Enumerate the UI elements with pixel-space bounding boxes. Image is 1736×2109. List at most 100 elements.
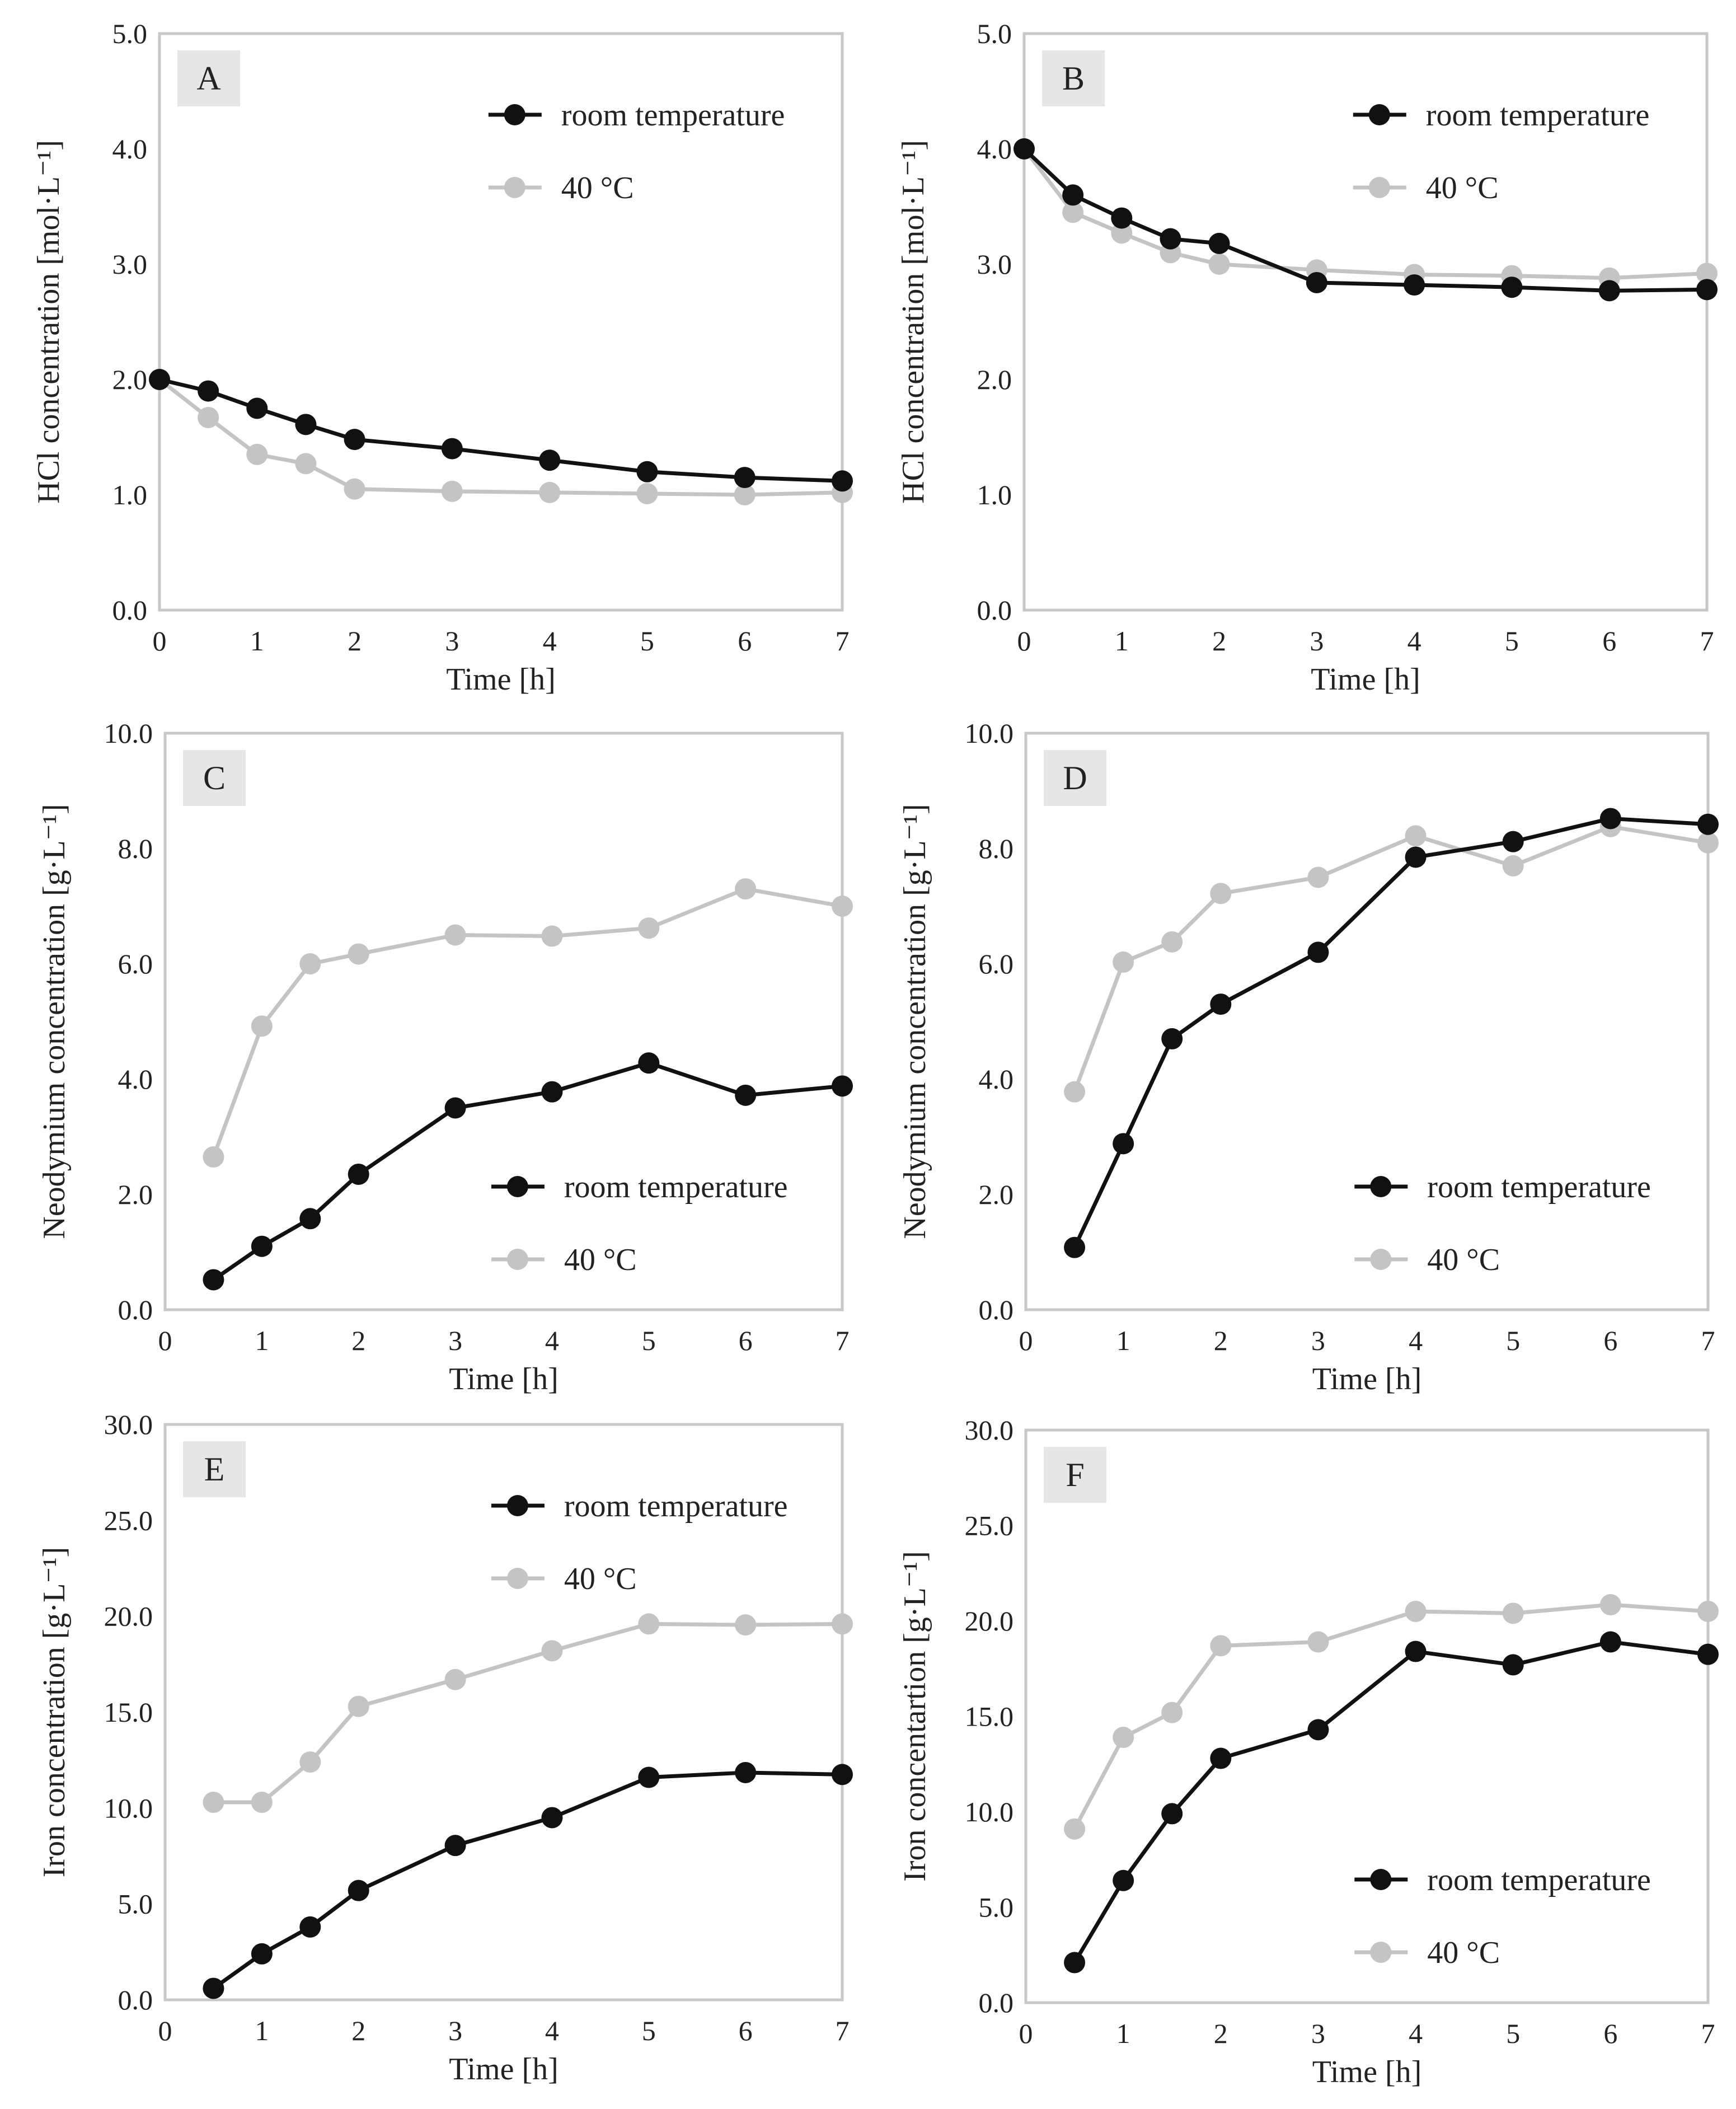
series-room-temperature (1064, 1631, 1719, 1974)
x-tick-label: 7 (1701, 1325, 1715, 1356)
data-point (735, 1761, 757, 1783)
y-tick-label: 4.0 (979, 1063, 1014, 1095)
data-point (1405, 846, 1427, 868)
series-line (159, 377, 843, 483)
data-point (1062, 201, 1084, 223)
x-tick-label: 2 (1212, 625, 1226, 657)
y-tick-label: 10.0 (104, 1792, 153, 1824)
x-tick-label: 0 (1019, 2018, 1033, 2049)
data-point (1697, 1600, 1719, 1622)
panel-d: 0.0 2.0 4.0 6.0 8.0 10.0 0 1 2 3 4 5 6 7 Time [h] Neody… (898, 718, 1719, 1396)
data-point (299, 1751, 321, 1773)
panel-label: F (1066, 1456, 1084, 1493)
y-tick-label: 20.0 (965, 1605, 1014, 1637)
x-tick-label: 3 (448, 1325, 462, 1356)
legend-entry: 40 °C (488, 171, 634, 205)
data-point (348, 1880, 369, 1901)
legend-label: room temperature (1427, 1863, 1651, 1897)
x-tick-label: 2 (351, 2015, 365, 2046)
y-tick-label: 25.0 (104, 1505, 153, 1536)
data-point (1064, 1236, 1086, 1258)
data-point (198, 380, 219, 402)
x-axis-title: Time [h] (1311, 662, 1420, 697)
plot-frame (1024, 732, 1710, 1311)
x-tick-label: 5 (1506, 1325, 1520, 1356)
x-tick-label: 1 (1116, 1325, 1130, 1356)
data-point (638, 917, 660, 939)
y-tick-label: 3.0 (977, 249, 1012, 280)
x-tick-label: 3 (1311, 2018, 1325, 2049)
data-point (251, 1235, 273, 1257)
x-tick-label: 4 (545, 2015, 559, 2046)
data-point (638, 1613, 660, 1635)
y-tick-label: 10.0 (965, 718, 1014, 749)
legend-entry: room temperature (1353, 98, 1649, 133)
x-axis-title: Time [h] (449, 1362, 559, 1396)
data-point (1405, 1641, 1427, 1662)
x-tick-label: 3 (1310, 625, 1324, 657)
legend-entry: 40 °C (491, 1243, 637, 1277)
y-tick-label: 0.0 (977, 594, 1012, 626)
data-point (1064, 1081, 1086, 1103)
data-point (444, 1669, 466, 1690)
panel-f: 0.0 5.0 10.0 15.0 20.0 25.0 30.0 0 1 2 3 4 5 6 7 Time [… (898, 1414, 1719, 2089)
x-tick-label: 2 (351, 1325, 365, 1356)
y-tick-label: 15.0 (965, 1701, 1014, 1732)
x-tick-label: 0 (1017, 625, 1031, 657)
x-tick-label: 4 (1407, 625, 1421, 657)
x-tick-label: 2 (348, 625, 362, 657)
data-point (348, 1695, 369, 1717)
data-point (1599, 808, 1621, 829)
panel-label: A (196, 60, 220, 97)
x-tick-label: 0 (153, 625, 167, 657)
data-point (251, 1943, 273, 1965)
series-line (158, 378, 843, 497)
data-point (203, 1977, 224, 1999)
legend-label: 40 °C (561, 171, 634, 205)
data-point (1697, 832, 1719, 854)
y-tick-label: 2.0 (112, 364, 148, 395)
y-tick-label: 1.0 (977, 479, 1012, 510)
data-point (541, 1807, 563, 1829)
data-point (198, 406, 219, 428)
x-tick-label: 2 (1214, 2018, 1228, 2049)
x-tick-label: 1 (250, 625, 264, 657)
plot-frame (163, 1423, 844, 2002)
x-tick-label: 6 (739, 1325, 753, 1356)
legend-marker (506, 1495, 528, 1516)
data-point (1502, 1654, 1524, 1676)
data-point (246, 443, 268, 465)
series-line (212, 1770, 843, 1990)
y-tick-label: 2.0 (977, 364, 1012, 395)
plot-frame (158, 32, 844, 612)
x-tick-label: 3 (448, 2015, 462, 2046)
x-tick-label: 4 (545, 1325, 559, 1356)
data-point (1307, 1631, 1329, 1653)
data-point (1697, 1643, 1719, 1665)
panel-label-box (1044, 1447, 1106, 1503)
y-tick-label: 1.0 (112, 479, 148, 510)
x-tick-label: 1 (1115, 625, 1129, 657)
series-40c (203, 1613, 853, 1813)
data-point (1208, 232, 1230, 254)
data-point (444, 1097, 466, 1119)
data-point (1208, 254, 1230, 275)
y-tick-label: 0.0 (979, 1294, 1014, 1325)
y-tick-label: 8.0 (979, 833, 1014, 864)
legend-marker (1370, 1942, 1392, 1963)
data-point (1160, 228, 1181, 250)
y-tick-label: 2.0 (118, 1179, 153, 1210)
y-tick-label: 15.0 (104, 1696, 153, 1728)
data-point (299, 953, 321, 974)
panel-label-box (183, 750, 246, 806)
y-tick-label: 0.0 (979, 1987, 1014, 2018)
y-axis-title: HCl concentration [mol·L⁻¹] (31, 140, 66, 504)
y-tick-label: 10.0 (965, 1796, 1014, 1827)
y-tick-label: 5.0 (977, 18, 1012, 49)
data-point (1062, 184, 1084, 206)
panel-label: C (203, 760, 226, 796)
legend-entry: 40 °C (1354, 1935, 1500, 1970)
data-point (638, 1766, 660, 1788)
x-tick-label: 7 (836, 1325, 850, 1356)
